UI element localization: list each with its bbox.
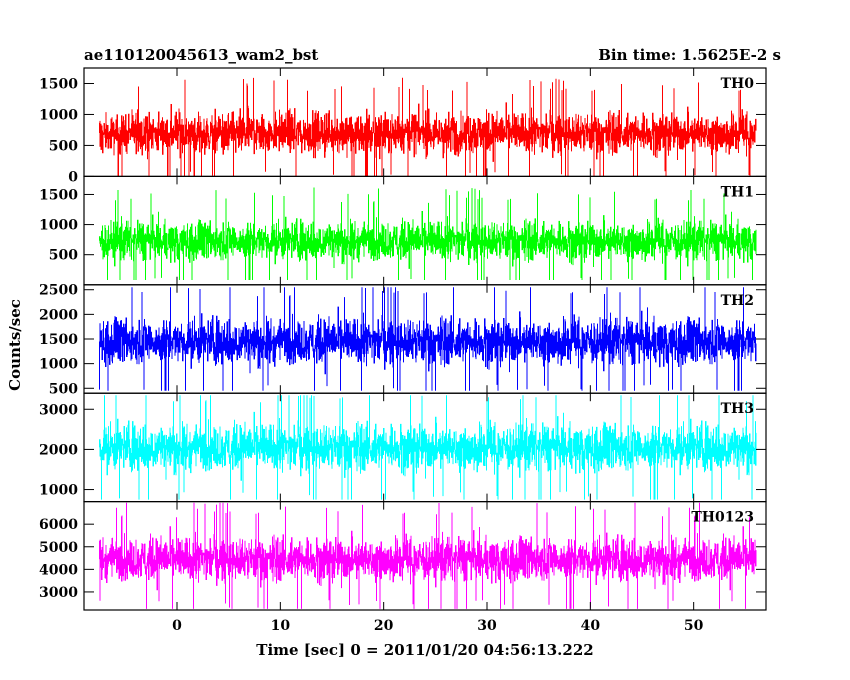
y-tick-label: 2500 [39,283,78,299]
y-tick-label: 1000 [39,218,78,234]
panel-label-th2: TH2 [721,293,754,309]
panel-frame-th0123 [83,501,767,611]
y-tick-label: 1000 [39,357,78,373]
y-tick-label: 500 [49,138,78,154]
series-th3-line [99,395,757,500]
x-tick-label: 30 [477,618,497,634]
y-tick-label: 1500 [39,332,78,348]
panel-label-th0: TH0 [721,76,755,92]
series-th0-line [99,77,757,177]
x-tick-label: 20 [374,618,394,634]
y-tick-label: 1000 [39,483,78,499]
y-tick-label: 5000 [39,540,78,556]
y-tick-label: 500 [49,381,78,397]
y-axis-label: Counts/sec [6,299,24,391]
y-tick-label: 2000 [39,307,78,323]
panel-label-th0123: TH0123 [691,510,754,526]
y-tick-label: 6000 [39,517,78,533]
plot-title: ae110120045613_wam2_bst [84,46,318,64]
series-th2-line [99,287,757,391]
y-tick-label: 1500 [39,187,78,203]
x-axis-label: Time [sec] 0 = 2011/01/20 04:56:13.222 [256,641,593,659]
series-th0123-line [99,502,757,609]
y-tick-label: 3000 [39,585,78,601]
panel-label-th1: TH1 [721,184,754,200]
y-tick-label: 1000 [39,107,78,123]
x-tick-label: 50 [684,618,704,634]
y-tick-label: 3000 [39,402,78,418]
panel-label-th3: TH3 [721,401,754,417]
y-tick-label: 0 [68,169,78,185]
y-tick-label: 500 [49,248,78,264]
series-th1-line [99,187,757,280]
x-tick-label: 40 [581,618,601,634]
x-tick-label: 10 [271,618,291,634]
y-tick-label: 4000 [39,562,78,578]
y-tick-label: 1500 [39,76,78,92]
y-tick-label: 2000 [39,442,78,458]
bin-time-label: Bin time: 1.5625E-2 s [598,46,781,64]
x-tick-label: 0 [172,618,182,634]
